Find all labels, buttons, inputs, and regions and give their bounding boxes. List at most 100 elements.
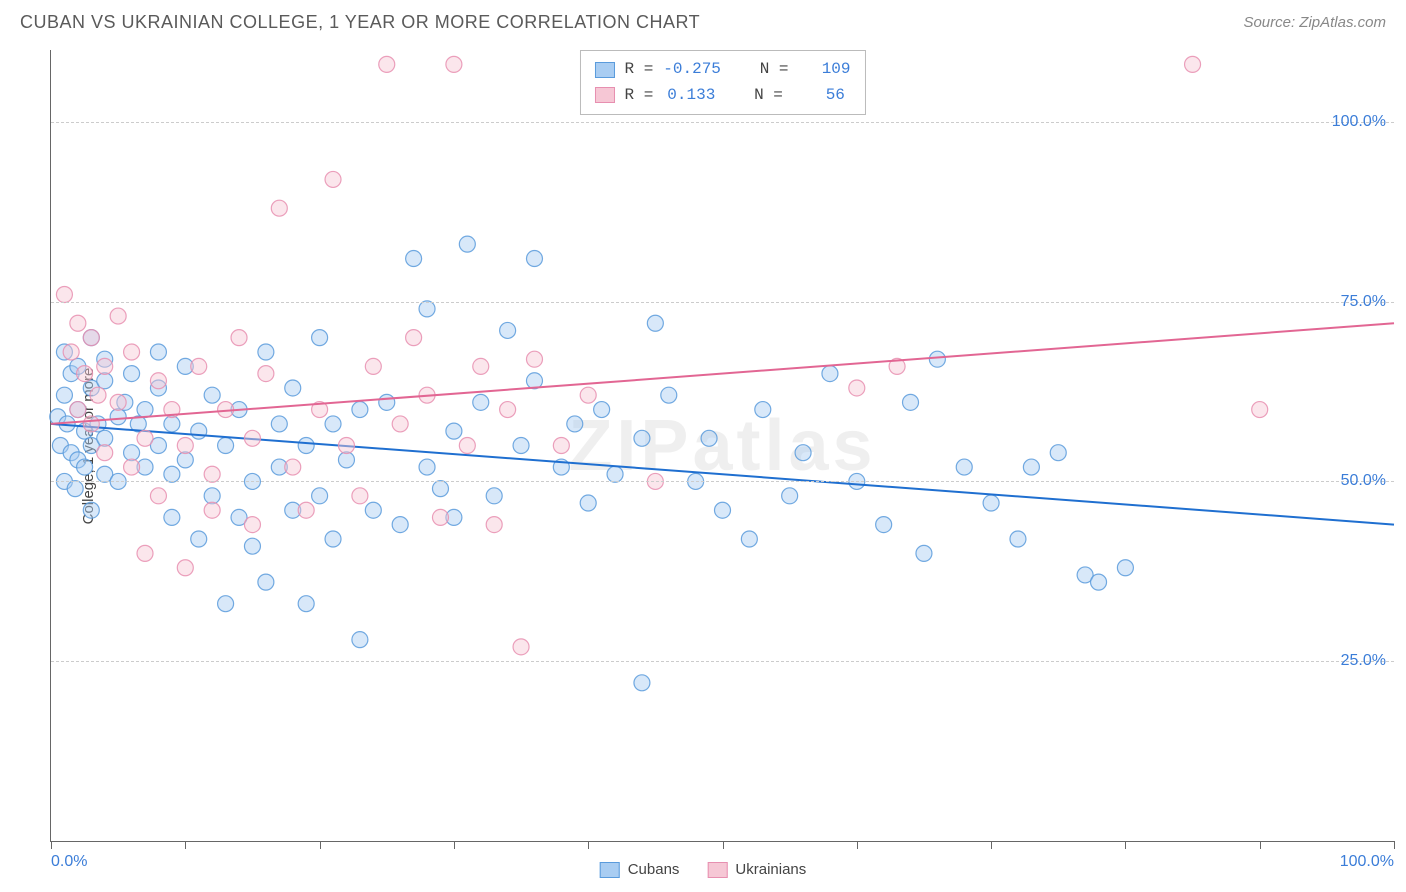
legend-item: Cubans [600, 861, 680, 878]
data-point [715, 502, 731, 518]
data-point [701, 430, 717, 446]
data-point [379, 56, 395, 72]
data-point [365, 502, 381, 518]
data-point [258, 574, 274, 590]
data-point [1091, 574, 1107, 590]
data-point [90, 387, 106, 403]
stat-r-value: 0.133 [663, 83, 715, 109]
chart-title: CUBAN VS UKRAINIAN COLLEGE, 1 YEAR OR MO… [20, 12, 700, 33]
data-point [365, 358, 381, 374]
x-tick [51, 841, 52, 849]
data-point [177, 560, 193, 576]
plot-area: ZIPatlas R = -0.275 N = 109R = 0.133 N =… [50, 50, 1394, 842]
data-point [312, 488, 328, 504]
data-point [661, 387, 677, 403]
data-point [271, 200, 287, 216]
data-point [285, 459, 301, 475]
data-point [83, 416, 99, 432]
data-point [1252, 402, 1268, 418]
data-point [97, 373, 113, 389]
data-point [526, 251, 542, 267]
data-point [338, 452, 354, 468]
data-point [258, 366, 274, 382]
legend-label: Cubans [628, 861, 680, 878]
data-point [191, 423, 207, 439]
legend-item: Ukrainians [707, 861, 806, 878]
chart-header: CUBAN VS UKRAINIAN COLLEGE, 1 YEAR OR MO… [0, 0, 1406, 41]
data-point [83, 502, 99, 518]
data-point [77, 459, 93, 475]
data-point [191, 358, 207, 374]
data-point [177, 452, 193, 468]
y-tick-label: 75.0% [1341, 293, 1386, 311]
data-point [419, 301, 435, 317]
data-point [325, 531, 341, 547]
data-point [56, 286, 72, 302]
data-point [432, 509, 448, 525]
chart-source: Source: ZipAtlas.com [1243, 14, 1386, 31]
data-point [446, 423, 462, 439]
data-point [795, 445, 811, 461]
x-tick [1394, 841, 1395, 849]
x-tick [588, 841, 589, 849]
x-tick [320, 841, 321, 849]
gridline [51, 661, 1394, 662]
stats-row: R = 0.133 N = 56 [594, 83, 850, 109]
data-point [446, 56, 462, 72]
data-point [459, 438, 475, 454]
data-point [124, 445, 140, 461]
data-point [77, 366, 93, 382]
data-point [352, 488, 368, 504]
correlation-stats-box: R = -0.275 N = 109R = 0.133 N = 56 [579, 50, 865, 115]
data-point [164, 509, 180, 525]
data-point [352, 632, 368, 648]
data-point [56, 387, 72, 403]
legend-label: Ukrainians [735, 861, 806, 878]
data-point [903, 394, 919, 410]
x-axis-label: 100.0% [1340, 853, 1394, 871]
data-point [258, 344, 274, 360]
data-point [285, 380, 301, 396]
data-point [271, 416, 287, 432]
data-point [164, 416, 180, 432]
data-point [406, 330, 422, 346]
data-point [486, 517, 502, 533]
stat-n-value: 56 [793, 83, 845, 109]
data-point [137, 402, 153, 418]
data-point [298, 438, 314, 454]
data-point [473, 394, 489, 410]
data-point [513, 438, 529, 454]
data-point [459, 236, 475, 252]
data-point [177, 438, 193, 454]
x-tick [723, 841, 724, 849]
scatter-svg [51, 50, 1394, 841]
data-point [164, 466, 180, 482]
data-point [1050, 445, 1066, 461]
data-point [553, 438, 569, 454]
data-point [110, 394, 126, 410]
x-tick [857, 841, 858, 849]
data-point [526, 351, 542, 367]
data-point [392, 517, 408, 533]
chart-area: ZIPatlas R = -0.275 N = 109R = 0.133 N =… [50, 50, 1394, 842]
data-point [406, 251, 422, 267]
trend-line [51, 323, 1394, 424]
data-point [500, 402, 516, 418]
data-point [231, 330, 247, 346]
data-point [755, 402, 771, 418]
data-point [325, 171, 341, 187]
x-axis-label: 0.0% [51, 853, 87, 871]
data-point [379, 394, 395, 410]
data-point [352, 402, 368, 418]
data-point [83, 330, 99, 346]
data-point [110, 409, 126, 425]
data-point [312, 330, 328, 346]
x-tick [185, 841, 186, 849]
data-point [124, 366, 140, 382]
data-point [594, 402, 610, 418]
data-point [432, 481, 448, 497]
data-point [916, 545, 932, 561]
data-point [150, 344, 166, 360]
data-point [150, 488, 166, 504]
data-point [70, 315, 86, 331]
